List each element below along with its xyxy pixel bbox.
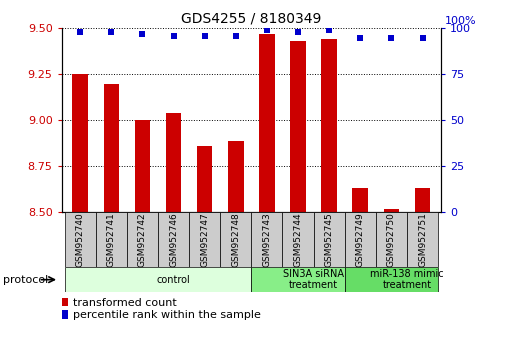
- Text: GSM952743: GSM952743: [263, 212, 271, 267]
- Bar: [158, 212, 189, 267]
- Bar: [135, 120, 150, 212]
- Bar: [251, 267, 345, 292]
- Bar: [407, 212, 438, 267]
- Text: control: control: [156, 275, 190, 285]
- Bar: [313, 212, 345, 267]
- Text: GSM952745: GSM952745: [325, 212, 333, 267]
- Text: GSM952744: GSM952744: [293, 212, 303, 267]
- Bar: [384, 209, 399, 212]
- Bar: [65, 267, 251, 292]
- Bar: [72, 74, 88, 212]
- Text: GSM952748: GSM952748: [231, 212, 240, 267]
- Text: protocol: protocol: [3, 275, 48, 285]
- Text: GSM952750: GSM952750: [387, 212, 396, 267]
- Text: miR-138 mimic
treatment: miR-138 mimic treatment: [370, 269, 444, 291]
- Text: GSM952747: GSM952747: [200, 212, 209, 267]
- Text: GSM952751: GSM952751: [418, 212, 427, 267]
- Bar: [352, 188, 368, 212]
- Text: 100%: 100%: [445, 17, 477, 27]
- Text: GSM952746: GSM952746: [169, 212, 178, 267]
- Text: GSM952740: GSM952740: [76, 212, 85, 267]
- Bar: [290, 41, 306, 212]
- Bar: [259, 34, 274, 212]
- Bar: [321, 39, 337, 212]
- Bar: [228, 141, 244, 212]
- Bar: [65, 212, 96, 267]
- Bar: [189, 212, 220, 267]
- Bar: [415, 188, 430, 212]
- Bar: [197, 146, 212, 212]
- Bar: [166, 113, 182, 212]
- Bar: [376, 212, 407, 267]
- Bar: [104, 84, 119, 212]
- Text: SIN3A siRNA
treatment: SIN3A siRNA treatment: [283, 269, 344, 291]
- Title: GDS4255 / 8180349: GDS4255 / 8180349: [181, 12, 322, 26]
- Bar: [127, 212, 158, 267]
- Bar: [345, 267, 438, 292]
- Text: GSM952749: GSM952749: [356, 212, 365, 267]
- Text: percentile rank within the sample: percentile rank within the sample: [73, 310, 261, 320]
- Bar: [345, 212, 376, 267]
- Bar: [96, 212, 127, 267]
- Text: GSM952741: GSM952741: [107, 212, 116, 267]
- Bar: [251, 212, 283, 267]
- Text: GSM952742: GSM952742: [138, 212, 147, 267]
- Bar: [220, 212, 251, 267]
- Text: transformed count: transformed count: [73, 298, 177, 308]
- Bar: [283, 212, 313, 267]
